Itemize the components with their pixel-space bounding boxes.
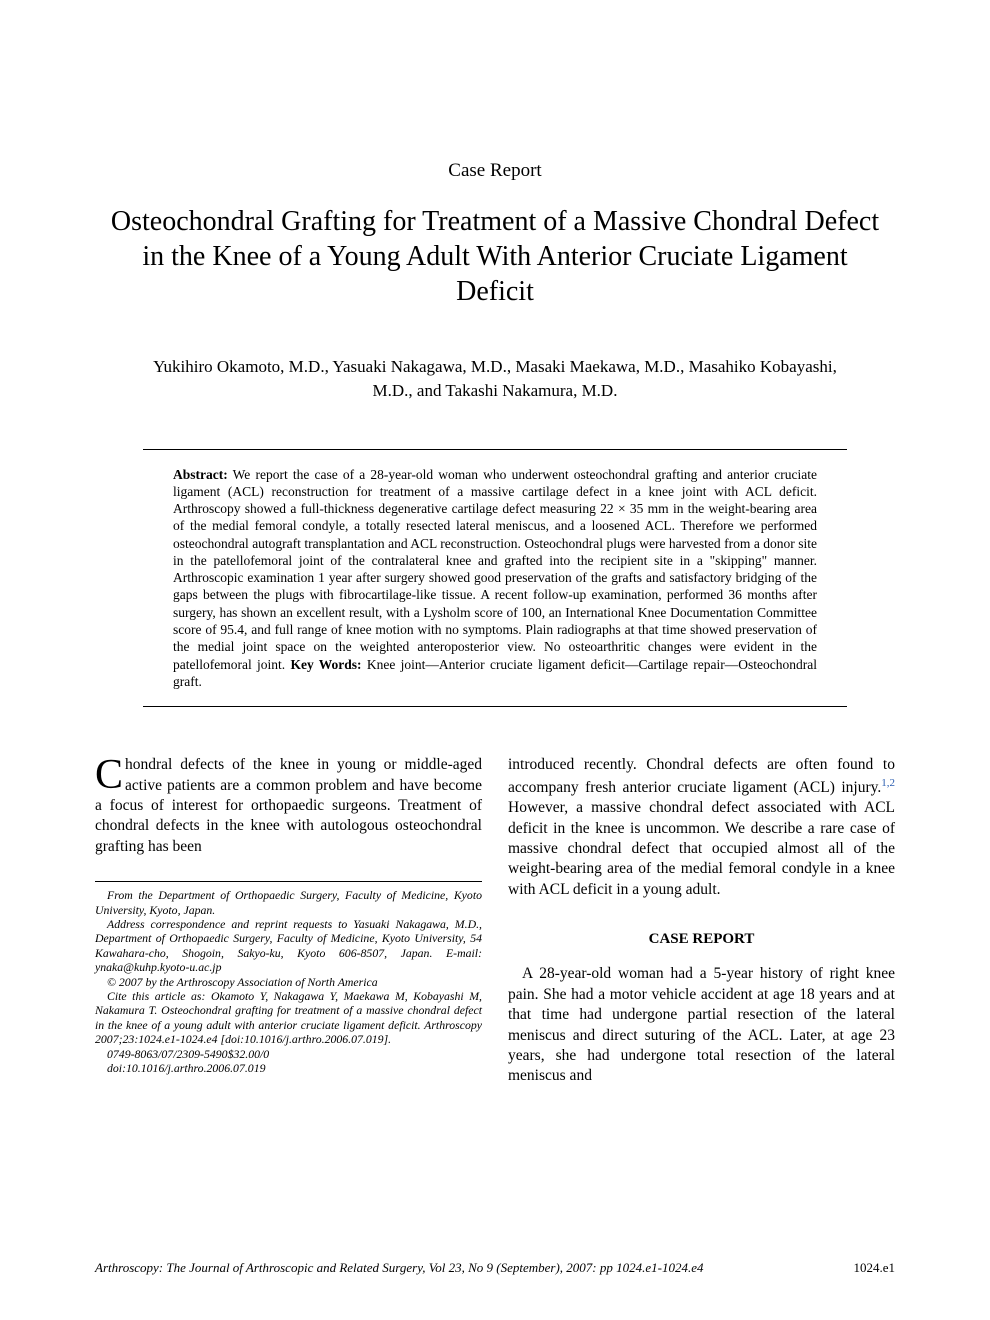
column-left: Chondral defects of the knee in young or… (95, 755, 482, 1087)
col2-para2: A 28-year-old woman had a 5-year history… (508, 964, 895, 1087)
authors: Yukihiro Okamoto, M.D., Yasuaki Nakagawa… (95, 355, 895, 403)
abstract-block: Abstract: We report the case of a 28-yea… (143, 449, 847, 707)
abstract-text: We report the case of a 28-year-old woma… (173, 467, 817, 672)
footer-journal: Arthroscopy: The Journal of Arthroscopic… (95, 1260, 704, 1276)
affil-from: From the Department of Orthopaedic Surge… (95, 888, 482, 917)
col2-para1: introduced recently. Chondral defects ar… (508, 755, 895, 900)
page-footer: Arthroscopy: The Journal of Arthroscopic… (95, 1260, 895, 1276)
intro-paragraph: Chondral defects of the knee in young or… (95, 755, 482, 857)
affil-issn: 0749-8063/07/2309-5490$32.00/0 (95, 1047, 482, 1061)
affil-address: Address correspondence and reprint reque… (95, 917, 482, 975)
reference-superscript[interactable]: 1,2 (881, 777, 895, 789)
case-report-heading: CASE REPORT (508, 930, 895, 950)
keywords-label: Key Words: (290, 657, 361, 672)
affil-doi: doi:10.1016/j.arthro.2006.07.019 (95, 1061, 482, 1075)
column-right: introduced recently. Chondral defects ar… (508, 755, 895, 1087)
affil-copyright: © 2007 by the Arthroscopy Association of… (95, 975, 482, 989)
abstract-label: Abstract: (173, 467, 228, 482)
affil-cite: Cite this article as: Okamoto Y, Nakagaw… (95, 989, 482, 1047)
col2-para1a: introduced recently. Chondral defects ar… (508, 756, 895, 796)
article-title: Osteochondral Grafting for Treatment of … (95, 204, 895, 309)
article-type: Case Report (95, 160, 895, 182)
affiliation-block: From the Department of Orthopaedic Surge… (95, 881, 482, 1075)
dropcap: C (95, 755, 125, 794)
body-columns: Chondral defects of the knee in young or… (95, 755, 895, 1087)
intro-rest: hondral defects of the knee in young or … (95, 756, 482, 855)
col2-para1b: However, a massive chondral defect assoc… (508, 799, 895, 898)
footer-page-number: 1024.e1 (853, 1260, 895, 1276)
